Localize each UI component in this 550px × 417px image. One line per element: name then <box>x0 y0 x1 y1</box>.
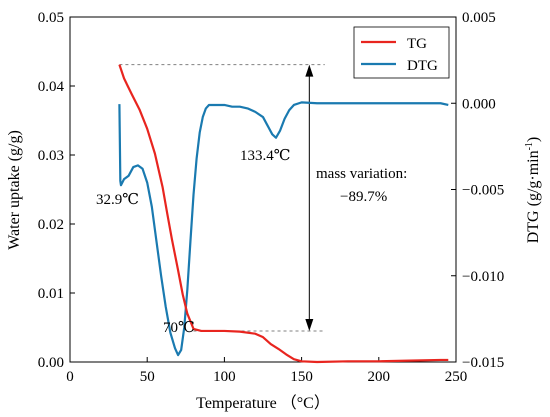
series-line-tg <box>118 64 449 364</box>
y-left-tick-label-1: 0.01 <box>38 286 64 302</box>
y-left-tick-label-3: 0.03 <box>38 148 64 164</box>
y-left-tick-label-0: 0.00 <box>38 355 64 371</box>
x-tick-label-3: 150 <box>290 369 313 385</box>
y-axis-left-ticks: 0.00 0.01 0.02 0.03 0.04 0.05 <box>38 10 75 371</box>
y-axis-right-label-sup: -1 <box>524 142 535 150</box>
x-axis-label: Temperature （°C） <box>196 394 330 412</box>
y-axis-left-label: Water uptake (g/g) <box>6 130 23 250</box>
x-tick-label-1: 50 <box>140 369 155 385</box>
x-tick-label-2: 100 <box>213 369 236 385</box>
legend-box <box>353 26 450 79</box>
y-right-tick-label-1: 0.000 <box>462 96 496 112</box>
x-axis-ticks: 0 50 100 150 200 250 <box>66 357 467 385</box>
annotation-32-9: 32.9℃ <box>96 192 139 208</box>
legend-label-dtg: DTG <box>407 58 438 74</box>
y-left-tick-label-5: 0.05 <box>38 10 64 26</box>
x-tick-label-4: 200 <box>368 369 391 385</box>
y-right-tick-label-3: −0.010 <box>462 269 504 285</box>
annotation-mass-variation: mass variation: <box>316 166 407 182</box>
y-axis-right-label-close: ) <box>525 137 542 142</box>
y-axis-right-label: DTG (g/g·min-1) <box>524 137 542 244</box>
x-tick-label-5: 250 <box>445 369 468 385</box>
y-axis-right-ticks: 0.005 0.000 −0.005 −0.010 −0.015 <box>451 10 504 371</box>
series-line-dtg <box>118 101 449 357</box>
x-tick-label-0: 0 <box>66 369 74 385</box>
legend-label-tg: TG <box>407 36 427 52</box>
annotation-70: 70℃ <box>163 320 195 336</box>
y-left-tick-label-4: 0.04 <box>38 79 65 95</box>
y-right-tick-label-2: −0.005 <box>462 183 504 199</box>
legend: TG DTG <box>353 26 450 79</box>
annotation-mass-value: −89.7% <box>340 189 387 205</box>
y-left-tick-label-2: 0.02 <box>38 217 64 233</box>
arrow-head-top-icon <box>305 64 314 77</box>
y-right-tick-label-0: 0.005 <box>462 10 496 26</box>
arrow-head-bottom-icon <box>305 318 314 331</box>
annotation-133-4: 133.4℃ <box>240 148 291 164</box>
y-axis-right-label-main: DTG (g/g·min <box>525 150 542 243</box>
y-right-tick-label-4: −0.015 <box>462 355 504 371</box>
